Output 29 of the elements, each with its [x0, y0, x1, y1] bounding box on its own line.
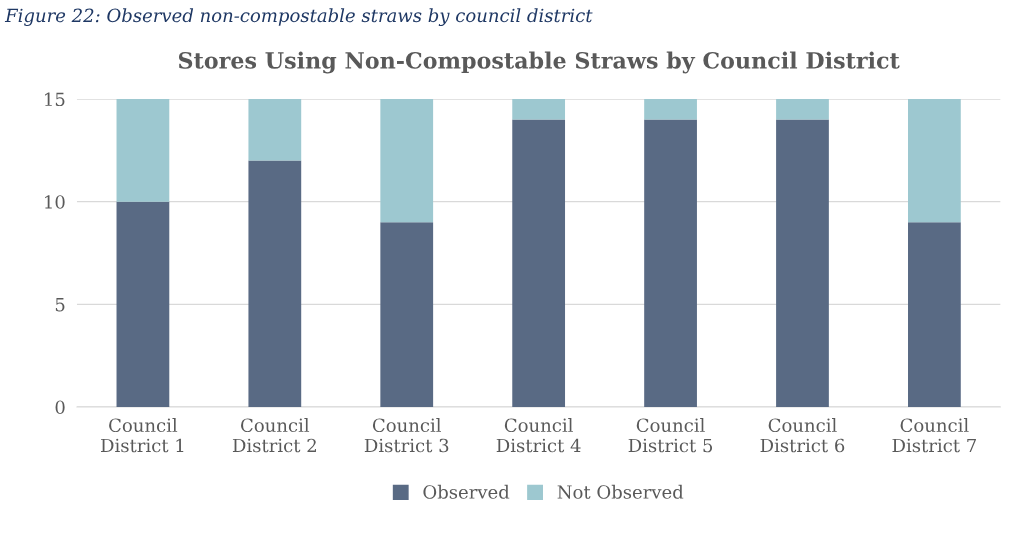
x-tick-label: Council District 3: [364, 418, 449, 453]
chart-title: Stores Using Non-Compostable Straws by Council District: [178, 51, 900, 74]
x-tick-label: Council District 4: [496, 418, 581, 453]
bar: [908, 99, 961, 223]
y-tick-label: 15: [45, 92, 65, 107]
caption: Figure 22: Observed non-compostable straws by council district: [4, 8, 593, 26]
x-tick-label: Council District 5: [628, 418, 713, 453]
bar: [644, 99, 697, 120]
y-tick-label: 0: [55, 400, 65, 415]
bar: [116, 99, 170, 202]
x-tick-label: Council District 2: [232, 418, 316, 453]
x-tick-label: Council District 7: [892, 418, 976, 453]
bar: [908, 222, 961, 407]
bar: [116, 201, 170, 407]
legend-label: Not Observed: [557, 484, 684, 499]
x-tick-label: Council District 1: [101, 418, 184, 453]
bar: [776, 99, 829, 120]
bar: [644, 119, 697, 407]
legend-label: Observed: [423, 484, 510, 499]
bar: [248, 99, 302, 161]
bar: [512, 99, 566, 120]
bar: [512, 119, 566, 407]
bar: [776, 119, 829, 407]
bar: [380, 222, 434, 407]
x-tick-label: Council District 6: [760, 418, 845, 453]
y-tick-label: 5: [55, 298, 65, 312]
bar: [380, 99, 434, 223]
bar: [248, 160, 302, 407]
y-tick-label: 10: [45, 195, 65, 209]
